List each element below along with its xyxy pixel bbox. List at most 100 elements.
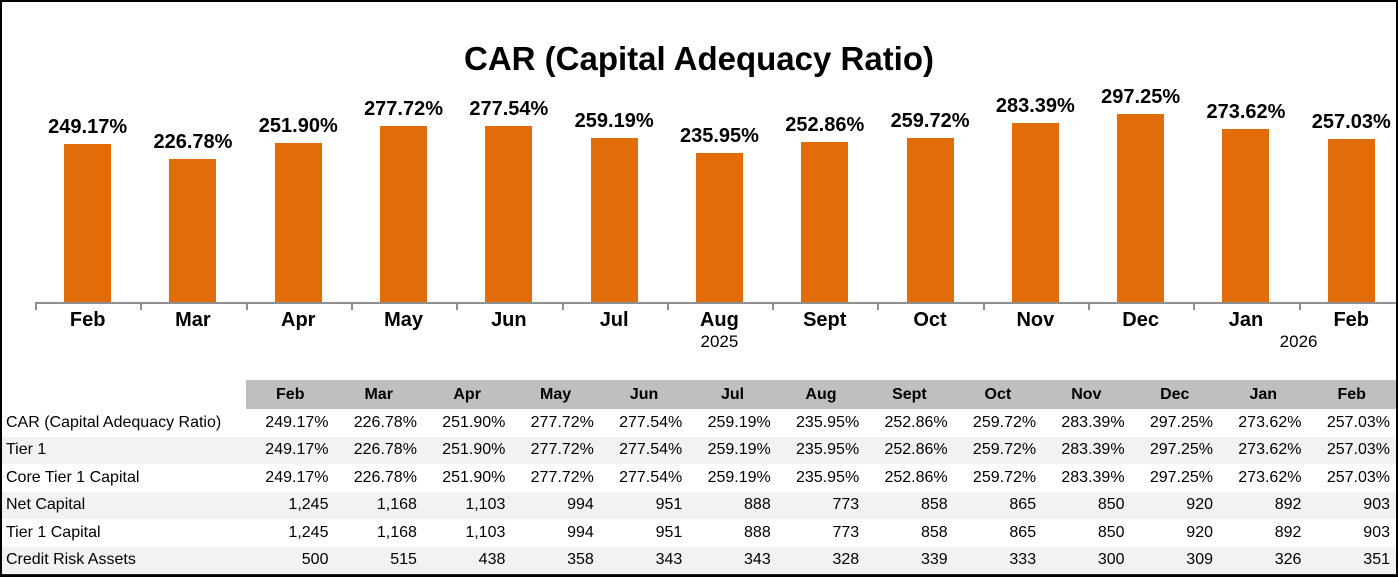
table-cell: 226.78% (334, 409, 423, 437)
table-cell: 920 (1130, 519, 1219, 547)
column-header: Sept (865, 380, 954, 409)
bar (380, 126, 428, 302)
x-axis-label: Jan (1228, 309, 1264, 331)
x-axis-tick (456, 302, 459, 310)
column-header: Apr (422, 380, 512, 409)
x-axis-label: Aug (699, 309, 739, 331)
x-axis-label: Jun (491, 309, 527, 331)
table-cell: 259.19% (688, 409, 777, 437)
bar-value-label: 235.95% (679, 125, 759, 147)
x-axis-tick (666, 302, 669, 310)
bar (1327, 139, 1375, 302)
column-header: Jul (688, 380, 777, 409)
table-cell: 333 (953, 546, 1043, 575)
table-cell: 920 (1130, 491, 1219, 519)
table-cell: 283.39% (1042, 464, 1131, 492)
table-cell: 903 (1307, 491, 1396, 519)
table-cell: 326 (1219, 546, 1308, 575)
bar (695, 153, 743, 302)
x-axis-label: Apr (281, 309, 316, 331)
x-axis-tick (245, 302, 248, 310)
table-cell: 277.54% (599, 464, 689, 492)
table-cell: 358 (511, 546, 600, 575)
table-cell: 277.72% (511, 464, 600, 492)
table-cell: 309 (1130, 546, 1219, 575)
table-cell: 1,245 (246, 491, 335, 519)
bar-value-label: 257.03% (1311, 111, 1391, 133)
table-cell: 257.03% (1307, 436, 1396, 464)
row-label: Net Capital (2, 491, 247, 519)
bar-value-label: 277.54% (469, 98, 549, 120)
table-row: Tier 1 249.17% 226.78% 251.90% 277.72% 277.54… (2, 436, 1396, 464)
table-cell: 994 (511, 491, 600, 519)
table-cell: 1,103 (422, 491, 512, 519)
table-cell: 259.72% (953, 464, 1043, 492)
data-table: Feb Mar Apr May Jun Jul Aug Sept Oct Nov Dec Jan Feb… (2, 380, 1396, 575)
bar (1117, 114, 1165, 302)
row-label: Tier 1 (2, 436, 247, 464)
bar-value-label: 226.78% (153, 131, 233, 153)
x-axis-year-label: 2025 (700, 332, 739, 351)
x-axis-label: Feb (1333, 309, 1370, 331)
table-cell: 888 (688, 519, 777, 547)
table-cell: 259.19% (688, 436, 777, 464)
x-axis-year-label: 2026 (1279, 332, 1318, 351)
table-cell: 297.25% (1130, 409, 1219, 437)
table-cell: 1,103 (422, 519, 512, 547)
table-cell: 300 (1042, 546, 1131, 575)
bar-value-label: 283.39% (995, 95, 1075, 117)
table-cell: 994 (511, 519, 600, 547)
table-cell: 903 (1307, 519, 1396, 547)
table-cell: 259.72% (953, 409, 1043, 437)
table-cell: 235.95% (776, 409, 866, 437)
bar-value-label: 249.17% (48, 116, 128, 138)
table-cell: 251.90% (422, 464, 512, 492)
table-row: Core Tier 1 Capital 249.17% 226.78% 251.90%… (2, 464, 1396, 492)
table-cell: 351 (1307, 546, 1396, 575)
table-cell: 858 (865, 491, 954, 519)
table-cell: 277.54% (599, 436, 689, 464)
table-cell: 257.03% (1307, 464, 1396, 492)
table-cell: 226.78% (334, 464, 423, 492)
table-cell: 273.62% (1219, 436, 1308, 464)
row-label: Core Tier 1 Capital (2, 464, 247, 492)
x-axis-tick (1193, 302, 1196, 310)
x-axis-tick (1298, 302, 1301, 310)
table-cell: 850 (1042, 519, 1131, 547)
row-label: Tier 1 Capital (2, 519, 247, 547)
bar-value-label: 297.25% (1101, 86, 1181, 108)
column-header: Dec (1130, 380, 1219, 409)
table-cell: 273.62% (1219, 409, 1308, 437)
row-label: Credit Risk Assets (2, 546, 247, 575)
table-cell: 251.90% (422, 436, 512, 464)
bar (274, 143, 322, 302)
table-cell: 865 (953, 519, 1043, 547)
bar (485, 126, 533, 302)
column-header: Feb (1307, 380, 1396, 409)
x-axis-tick (140, 302, 143, 310)
table-row: Net Capital 1,245 1,168 1,103 994 951 888 773 85… (2, 491, 1396, 519)
bar (64, 144, 112, 302)
x-axis-label: May (384, 309, 423, 331)
table-row: Tier 1 Capital 1,245 1,168 1,103 994 951 888 77… (2, 519, 1396, 547)
column-header: Jun (599, 380, 689, 409)
x-axis-tick (772, 302, 775, 310)
table-cell: 500 (246, 546, 335, 575)
bar (169, 159, 217, 302)
table-cell: 888 (688, 491, 777, 519)
table-cell: 249.17% (246, 409, 335, 437)
x-axis-tick (561, 302, 564, 310)
table-cell: 951 (599, 491, 689, 519)
table-cell: 1,245 (246, 519, 335, 547)
table-cell: 515 (334, 546, 423, 575)
table-cell: 438 (422, 546, 512, 575)
x-axis-line (35, 302, 1396, 304)
x-axis-tick (350, 302, 353, 310)
column-header: Oct (953, 380, 1043, 409)
bar-value-label: 259.72% (890, 110, 970, 132)
column-header: Jan (1219, 380, 1308, 409)
table-cell: 235.95% (776, 436, 866, 464)
table-cell: 249.17% (246, 464, 335, 492)
